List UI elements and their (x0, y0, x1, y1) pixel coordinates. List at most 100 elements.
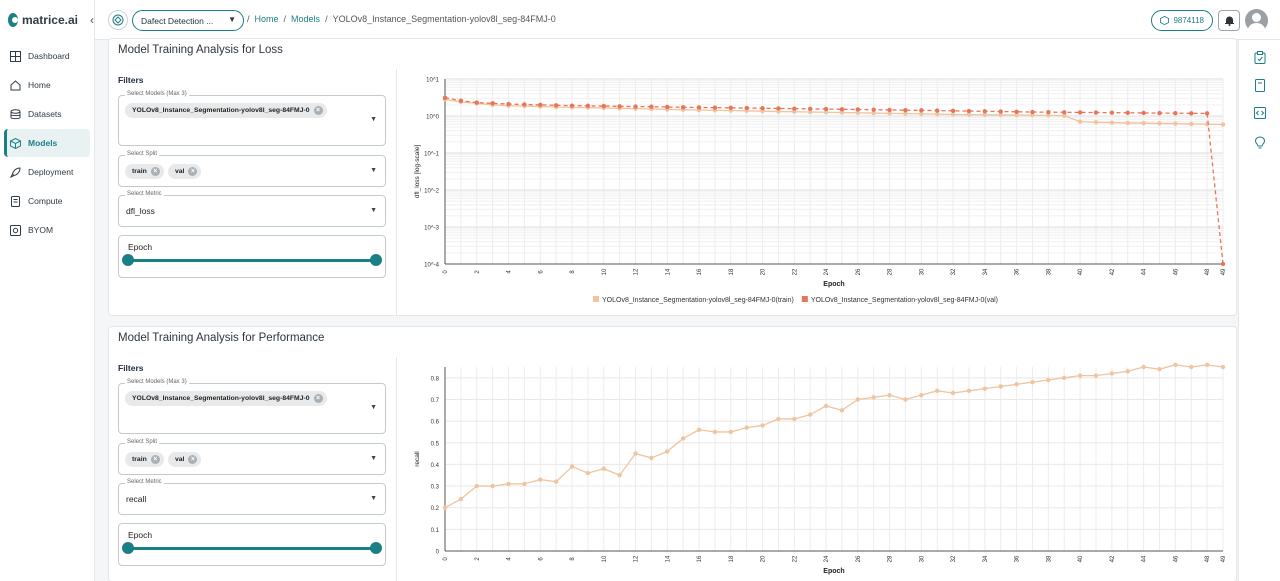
data-point (1125, 110, 1130, 116)
data-point (569, 464, 575, 469)
logo-icon (8, 13, 18, 27)
metric-value: dfl_loss (126, 206, 155, 216)
epoch-label: Epoch (128, 242, 153, 252)
chevron-down-icon: ▼ (370, 495, 377, 502)
data-point (887, 111, 892, 116)
lightbulb-icon[interactable] (1253, 135, 1267, 149)
chip-remove-icon[interactable]: × (188, 455, 198, 464)
data-point (839, 408, 845, 413)
select-models-field[interactable]: Select Models (Max 3) YOLOv8_Instance_Se… (118, 379, 386, 434)
field-legend: Select Models (Max 3) (125, 379, 189, 385)
x-tick-label: 6 (538, 270, 544, 274)
y-axis-label: dfl_loss [log-scale] (414, 145, 421, 199)
notification-button[interactable] (1218, 10, 1240, 31)
sidebar-item-datasets[interactable]: Datasets (4, 100, 90, 128)
x-tick-label: 22 (792, 268, 798, 275)
data-point (680, 105, 686, 110)
sidebar-item-byom[interactable]: BYOM (4, 216, 90, 244)
data-point (871, 110, 876, 116)
data-point (807, 109, 813, 115)
sidebar-item-deployment[interactable]: Deployment (4, 158, 90, 186)
chip-remove-icon[interactable]: × (150, 455, 160, 464)
y-tick-label: 10^-3 (424, 226, 439, 232)
data-point (442, 505, 448, 510)
x-tick-label: 30 (919, 268, 925, 275)
sidebar-item-label: Compute (28, 196, 63, 206)
data-point (1093, 119, 1099, 125)
x-tick-label: 0 (443, 270, 449, 274)
breadcrumb-models[interactable]: Models (291, 14, 321, 24)
data-point (792, 109, 797, 114)
sidebar-item-label: Models (28, 138, 58, 148)
select-models-field[interactable]: Select Models (Max 3) YOLOv8_Instance_Se… (118, 91, 386, 146)
data-point (1141, 110, 1146, 116)
data-point (1189, 364, 1194, 370)
sidebar-item-compute[interactable]: Compute (4, 187, 90, 215)
sidebar: matrice.ai ‹ Dashboard Home Datasets Mod… (0, 0, 95, 581)
panel-divider (396, 357, 397, 581)
chip-remove-icon[interactable]: × (150, 167, 160, 176)
data-point (792, 416, 797, 422)
x-tick-label: 26 (856, 555, 862, 562)
data-point (919, 108, 924, 113)
data-point (1093, 373, 1099, 378)
data-point (538, 102, 543, 108)
chip-remove-icon[interactable]: × (313, 394, 323, 403)
sidebar-item-home[interactable]: Home (4, 71, 90, 99)
x-tick-label: 22 (792, 555, 798, 562)
y-tick-label: 10^0 (426, 115, 439, 121)
user-avatar[interactable] (1245, 9, 1268, 32)
chip-remove-icon[interactable]: × (313, 106, 323, 115)
breadcrumb-separator: / (283, 14, 287, 24)
data-point (712, 105, 718, 110)
credits-badge[interactable]: 9874118 (1151, 10, 1213, 31)
recall-chart: 00.10.20.30.40.50.60.70.80 2 4 6 8 10 12 14 16 18… (414, 362, 1227, 575)
data-point (950, 390, 956, 396)
select-metric-field[interactable]: Select Metric recall ▼ (118, 479, 386, 515)
sidebar-item-models[interactable]: Models (4, 129, 90, 157)
x-tick-label: 16 (697, 268, 703, 275)
data-point (728, 429, 733, 435)
epoch-slider-thumb-start[interactable] (122, 254, 134, 266)
book-icon[interactable] (1253, 78, 1267, 92)
data-point (823, 106, 829, 112)
x-tick-label: 14 (665, 555, 671, 562)
loss-chart: 10^110^010^-110^-210^-310^-40 2 4 6 8 10 12 14 1… (414, 78, 1227, 305)
data-point (633, 104, 638, 109)
legend-swatch (593, 296, 599, 302)
card-title: Model Training Analysis for Performance (118, 332, 325, 344)
epoch-slider-track[interactable] (128, 547, 376, 550)
bell-icon (1224, 16, 1234, 26)
epoch-slider-thumb-end[interactable] (370, 254, 382, 266)
collapse-chevron-icon[interactable]: ‹ (90, 13, 94, 27)
epoch-slider-track[interactable] (128, 259, 376, 262)
x-tick-label: 2 (475, 557, 481, 561)
x-tick-label: 49 (1221, 268, 1227, 275)
data-point (1173, 362, 1178, 368)
data-point (474, 100, 479, 105)
x-tick-label: 4 (507, 557, 513, 561)
chip-label: train (132, 456, 147, 463)
project-select[interactable]: Dafect Detection ... ▼ (132, 10, 244, 31)
select-split-field[interactable]: Select Split train × val × ▼ (118, 151, 386, 187)
sidebar-item-dashboard[interactable]: Dashboard (4, 42, 90, 70)
x-tick-label: 44 (1142, 268, 1148, 275)
chip-remove-icon[interactable]: × (188, 167, 198, 176)
y-tick-label: 10^1 (426, 78, 439, 84)
data-point (903, 107, 908, 113)
logo-row: matrice.ai ‹ (0, 0, 94, 40)
breadcrumb-home[interactable]: Home (254, 14, 279, 24)
data-point (458, 98, 464, 103)
metric-value: recall (126, 494, 147, 504)
epoch-slider-thumb-start[interactable] (122, 542, 134, 554)
code-icon[interactable] (1253, 106, 1267, 120)
select-metric-field[interactable]: Select Metric dfl_loss ▼ (118, 191, 386, 227)
x-tick-label: 38 (1046, 268, 1052, 275)
x-tick-label: 24 (824, 268, 830, 275)
select-split-field[interactable]: Select Split train × val × ▼ (118, 439, 386, 475)
x-tick-label: 40 (1078, 555, 1084, 562)
epoch-slider-thumb-end[interactable] (370, 542, 382, 554)
data-point (871, 395, 876, 400)
x-tick-label: 38 (1046, 555, 1052, 562)
clipboard-icon[interactable] (1253, 50, 1267, 64)
